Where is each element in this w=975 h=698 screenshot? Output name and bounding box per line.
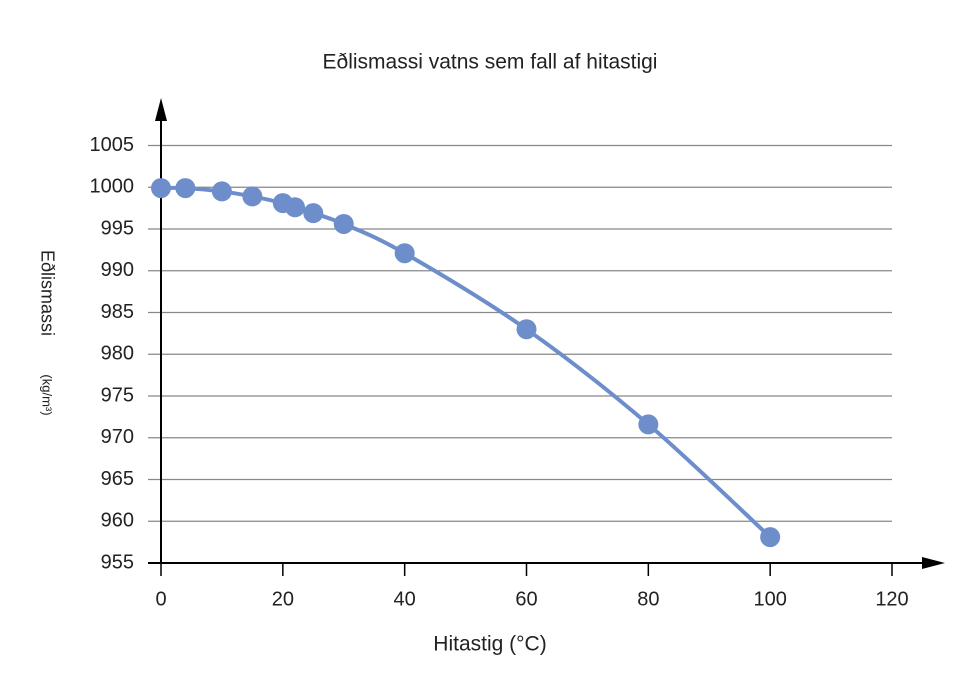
x-axis-label: Hitastig (°C): [433, 633, 546, 656]
y-tick-label: 965: [101, 468, 134, 490]
x-tick-label: 40: [394, 588, 416, 610]
data-point: [760, 527, 781, 548]
x-tick-label: 60: [515, 588, 537, 610]
y-tick-label: 985: [101, 301, 134, 323]
data-point: [516, 319, 537, 340]
grid: [148, 144, 892, 564]
data-point: [333, 213, 354, 234]
x-axis-arrow: [922, 557, 945, 569]
data-point: [303, 203, 324, 224]
data-point: [394, 243, 415, 264]
y-tick-label: 990: [101, 259, 134, 281]
data-point: [242, 186, 263, 207]
x-tick-label: 120: [875, 588, 908, 610]
y-tick-label: 970: [101, 426, 134, 448]
y-tick-label: 960: [101, 510, 134, 532]
x-tick-label: 100: [753, 588, 786, 610]
y-axis-unit: (kg/m³): [40, 374, 55, 415]
y-tick-label: 975: [101, 384, 134, 406]
data-point: [151, 178, 171, 199]
y-axis-label: Eðlismassi: [37, 250, 57, 336]
y-tick-label: 1000: [90, 176, 135, 198]
y-axis-arrow: [155, 98, 167, 121]
y-tick-label: 955: [101, 551, 134, 573]
y-tick-label: 1005: [90, 134, 135, 156]
y-tick-label: 980: [101, 343, 134, 365]
x-tick-label: 80: [637, 588, 659, 610]
data-point: [285, 197, 306, 218]
data-point: [175, 178, 196, 199]
data-point: [211, 181, 232, 202]
chart-title: Eðlismassi vatns sem fall af hitastigi: [323, 51, 658, 74]
data-point: [638, 414, 659, 435]
x-tick-label: 0: [155, 588, 166, 610]
y-tick-label: 995: [101, 217, 134, 239]
x-tick-label: 20: [272, 588, 294, 610]
